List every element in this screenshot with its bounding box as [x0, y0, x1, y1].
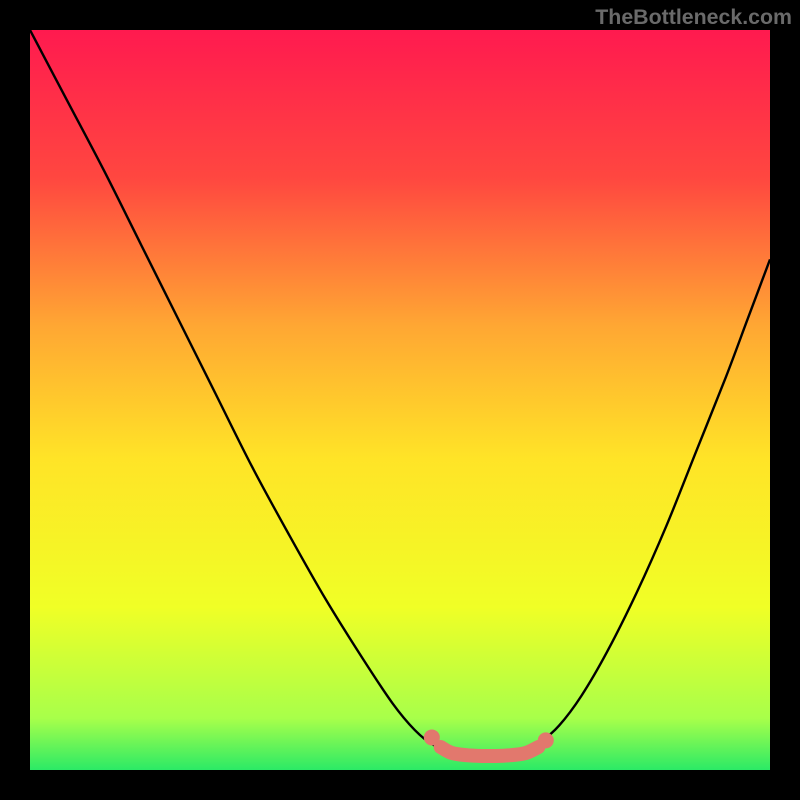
curve-overlay: [30, 30, 770, 770]
marker-dot-right: [538, 732, 554, 748]
marker-dot-left: [424, 729, 440, 745]
optimal-range-marker: [441, 747, 539, 756]
bottleneck-curve: [30, 30, 770, 755]
plot-area: [30, 30, 770, 770]
watermark-text: TheBottleneck.com: [595, 5, 792, 30]
